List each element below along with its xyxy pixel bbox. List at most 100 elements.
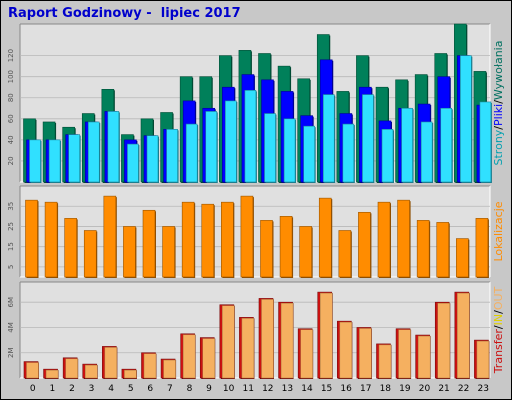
hour-label-13: 13: [282, 384, 293, 394]
hour-label-19: 19: [399, 384, 411, 394]
bar-lokalizacje-22: [456, 238, 469, 278]
bar-lokalizacje-11: [240, 195, 254, 278]
hour-label-1: 1: [50, 384, 56, 394]
panel-visits-tick-label: 25: [7, 222, 15, 231]
hour-label-20: 20: [419, 384, 431, 394]
bar-lokalizacje-12: [260, 220, 273, 278]
legend-transfer-part: Transfer: [492, 329, 505, 375]
bar-lokalizacje-2: [64, 218, 77, 278]
panel-hits-tick-label: 120: [7, 49, 15, 62]
bar-lokalizacje-23: [475, 218, 489, 278]
bar-strony-7: [166, 129, 178, 183]
bar-lokalizacje-21: [436, 222, 450, 278]
panel-hits-tick-label: 100: [7, 70, 15, 83]
bar-lokalizacje-7: [162, 226, 175, 278]
hour-label-2: 2: [69, 384, 75, 394]
bar-lokalizacje-17: [358, 211, 371, 278]
bar-transfer-out-9: [202, 338, 215, 379]
bar-strony-11: [244, 90, 257, 183]
hour-label-23: 23: [477, 384, 488, 394]
bar-strony-8: [185, 123, 198, 183]
panel-visits-tick-label: 5: [7, 265, 15, 269]
bar-strony-5: [127, 143, 139, 183]
bar-transfer-out-21: [437, 302, 450, 379]
bar-transfer-out-5: [124, 369, 137, 379]
bar-strony-17: [362, 94, 374, 183]
legend-hits-part: /: [492, 100, 505, 104]
legend-hits-part: Pliki: [492, 104, 505, 126]
bar-lokalizacje-5: [123, 226, 136, 278]
legend-transfer-part: /: [492, 310, 505, 314]
bar-lokalizacje-20: [416, 220, 430, 278]
bar-strony-16: [342, 123, 355, 183]
bar-strony-19: [401, 107, 413, 183]
bar-strony-12: [264, 113, 276, 183]
hour-label-14: 14: [301, 384, 313, 394]
hour-label-4: 4: [108, 384, 114, 394]
bar-transfer-out-23: [476, 340, 490, 379]
bar-lokalizacje-18: [377, 201, 391, 278]
hour-label-9: 9: [206, 384, 212, 394]
legend-hits-part: /: [492, 126, 505, 130]
bar-lokalizacje-15: [318, 197, 332, 278]
bar-transfer-out-11: [241, 318, 255, 379]
legend-transfer-part: /: [492, 325, 505, 329]
legend-hits-part: Strony: [492, 129, 505, 165]
bar-strony-20: [420, 121, 433, 183]
bar-strony-22: [460, 55, 472, 183]
bar-strony-6: [146, 135, 159, 183]
bar-strony-15: [322, 94, 335, 183]
panel-transfer-tick-label: 6M: [7, 297, 15, 308]
bar-transfer-out-6: [143, 353, 157, 379]
panel-transfer-tick-label: 2M: [7, 347, 15, 358]
bar-strony-10: [225, 100, 237, 183]
bar-transfer-out-8: [182, 334, 196, 379]
bar-transfer-out-17: [359, 328, 372, 379]
bar-strony-21: [440, 107, 453, 183]
hour-label-3: 3: [89, 384, 95, 394]
hour-label-12: 12: [262, 384, 273, 394]
hour-label-21: 21: [438, 384, 449, 394]
bar-strony-14: [303, 125, 315, 183]
hour-label-0: 0: [30, 384, 36, 394]
bar-transfer-out-18: [378, 344, 392, 379]
bar-strony-13: [283, 118, 296, 183]
bar-lokalizacje-19: [397, 199, 410, 278]
bar-strony-23: [479, 101, 492, 183]
bar-transfer-out-15: [320, 292, 333, 379]
bar-strony-3: [87, 121, 100, 183]
legend-visits: Lokalizacje: [492, 201, 505, 261]
hour-label-16: 16: [340, 384, 352, 394]
bar-transfer-out-2: [65, 358, 78, 379]
hour-label-22: 22: [458, 384, 469, 394]
hour-label-10: 10: [223, 384, 235, 394]
bar-transfer-out-19: [398, 329, 411, 379]
bar-transfer-out-12: [261, 299, 274, 379]
bar-transfer-out-13: [280, 302, 294, 379]
bar-lokalizacje-10: [221, 201, 234, 278]
bar-transfer-out-22: [457, 292, 470, 379]
bar-lokalizacje-13: [279, 216, 293, 278]
bar-lokalizacje-4: [103, 195, 117, 278]
bar-transfer-out-4: [104, 347, 118, 379]
hour-label-7: 7: [167, 384, 173, 394]
bar-strony-18: [381, 129, 394, 183]
panel-hits-tick-label: 60: [7, 114, 15, 123]
bar-transfer-out-20: [417, 335, 431, 379]
hour-label-15: 15: [321, 384, 332, 394]
panel-hits-tick-label: 80: [7, 93, 15, 102]
bar-lokalizacje-0: [25, 199, 38, 278]
bar-lokalizacje-9: [201, 203, 215, 278]
hour-label-18: 18: [380, 384, 392, 394]
hour-label-5: 5: [128, 384, 134, 394]
bar-lokalizacje-14: [299, 226, 312, 278]
bar-strony-0: [29, 139, 41, 183]
hour-label-6: 6: [147, 384, 153, 394]
legend-visits-part: Lokalizacje: [492, 201, 505, 261]
bar-transfer-out-7: [163, 359, 176, 379]
bar-transfer-out-3: [85, 364, 98, 379]
panel-visits-tick-label: 15: [7, 242, 15, 251]
bar-strony-9: [205, 111, 218, 183]
legend-hits: Strony/Pliki/Wywołania: [492, 41, 505, 166]
